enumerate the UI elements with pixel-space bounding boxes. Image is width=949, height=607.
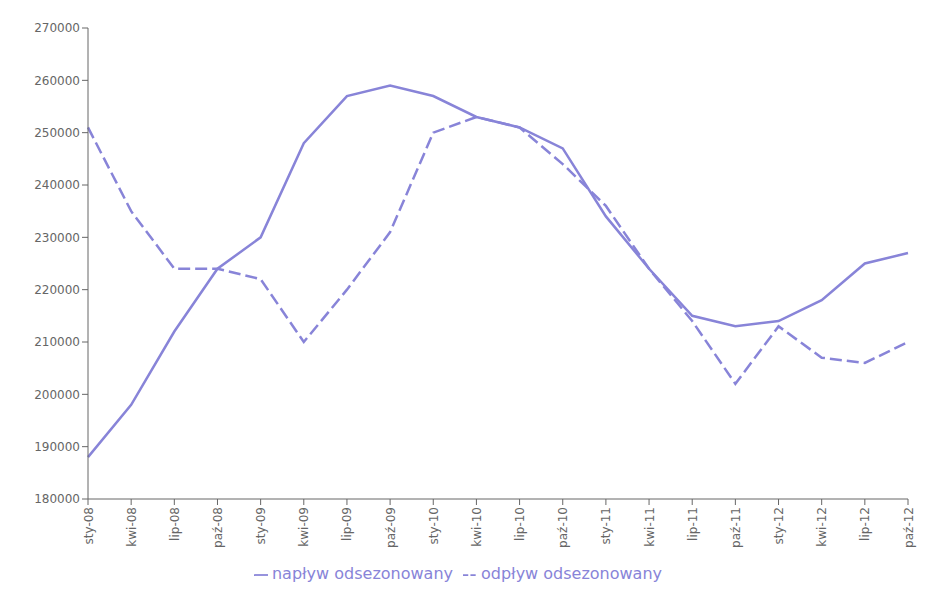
svg-text:210000: 210000	[34, 335, 80, 349]
svg-text:200000: 200000	[34, 388, 80, 402]
svg-text:220000: 220000	[34, 283, 80, 297]
svg-text:lip-10: lip-10	[513, 507, 527, 541]
svg-text:paź-09: paź-09	[384, 507, 398, 548]
svg-text:lip-11: lip-11	[686, 507, 700, 541]
svg-text:240000: 240000	[34, 178, 80, 192]
svg-text:sty-12: sty-12	[772, 507, 786, 544]
svg-text:paź-11: paź-11	[729, 507, 743, 548]
svg-text:sty-10: sty-10	[427, 507, 441, 544]
svg-text:180000: 180000	[34, 492, 80, 506]
svg-text:sty-08: sty-08	[82, 507, 96, 544]
svg-text:190000: 190000	[34, 440, 80, 454]
svg-text:paź-12: paź-12	[902, 507, 916, 548]
svg-text:sty-09: sty-09	[254, 507, 268, 544]
svg-text:lip-08: lip-08	[168, 507, 182, 541]
svg-text:lip-09: lip-09	[340, 507, 354, 541]
svg-text:260000: 260000	[34, 74, 80, 88]
svg-text:270000: 270000	[34, 21, 80, 35]
svg-text:230000: 230000	[34, 231, 80, 245]
svg-text:kwi-10: kwi-10	[470, 507, 484, 547]
svg-text:250000: 250000	[34, 126, 80, 140]
svg-text:sty-11: sty-11	[599, 507, 613, 544]
svg-text:paź-08: paź-08	[211, 507, 225, 548]
svg-text:lip-12: lip-12	[858, 507, 872, 541]
svg-text:kwi-11: kwi-11	[643, 507, 657, 547]
svg-text:paź-10: paź-10	[556, 507, 570, 548]
html-text:odpływ odsezonowany: odpływ odsezonowany	[481, 564, 662, 583]
svg-text:kwi-08: kwi-08	[125, 507, 139, 547]
html-text:napływ odsezonowany: napływ odsezonowany	[272, 564, 453, 583]
svg-text:kwi-12: kwi-12	[815, 507, 829, 547]
svg-text:kwi-09: kwi-09	[297, 507, 311, 547]
